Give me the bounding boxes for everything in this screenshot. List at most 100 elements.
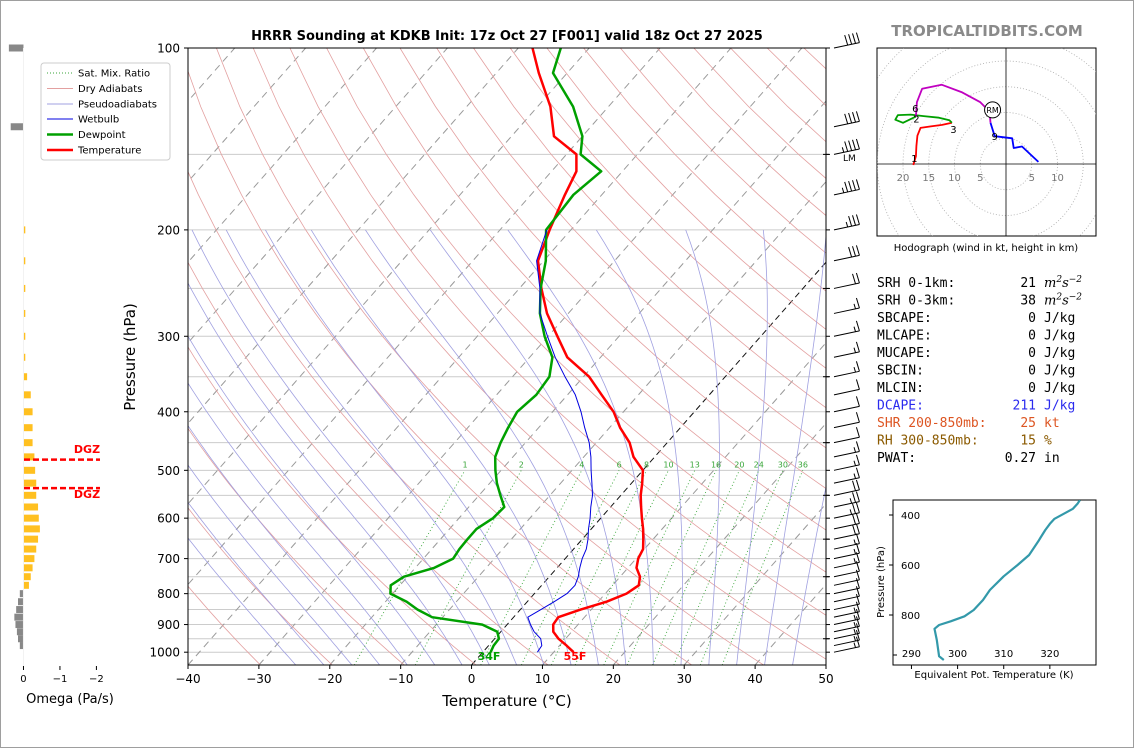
- theta-e-y-tick-label: 800: [901, 611, 920, 622]
- theta-e-panel: 290 300 310 320 400 600 800 Equivalent Pot. Te…: [876, 499, 1097, 681]
- index-unit: J/kg: [1044, 381, 1075, 396]
- isotherm-line: [329, 100, 826, 665]
- wind-barb-flag: [855, 214, 860, 225]
- dry-adiabat-line: [436, 48, 826, 449]
- wind-barb-half-flag: [853, 642, 856, 648]
- dry-adiabat-line: [326, 48, 826, 573]
- dry-adiabat-line: [399, 48, 826, 489]
- dry-adiabat-line: [473, 48, 826, 409]
- index-label: SHR 200-850mb:: [877, 416, 987, 431]
- wind-barb-half-flag: [853, 614, 856, 621]
- wind-barb-flag: [855, 111, 860, 122]
- wind-barb: [833, 111, 860, 128]
- wind-barb-flag: [852, 246, 856, 257]
- wind-barb-staff: [833, 330, 860, 337]
- hodograph-height-label: 9: [991, 132, 997, 143]
- wind-barb-staff: [833, 570, 860, 578]
- isotherm-line: [612, 422, 826, 665]
- mixing-ratio-label: 6: [617, 460, 622, 469]
- wind-barb-flag: [852, 524, 856, 535]
- wind-barbs: LM: [833, 32, 860, 653]
- isotherm-line: [188, 48, 448, 344]
- omega-bar: [23, 535, 39, 543]
- wind-barb: [833, 594, 860, 611]
- index-label: SRH 0-3km:: [877, 294, 955, 309]
- index-label: SRH 0-1km:: [877, 276, 955, 291]
- wind-barb-staff: [833, 512, 860, 519]
- x-tick-label: 20: [606, 672, 621, 686]
- index-value: 21: [1020, 276, 1036, 291]
- x-tick-label: 30: [677, 672, 692, 686]
- dry-adiabat-line: [188, 261, 549, 665]
- wind-barb-flag: [844, 113, 849, 124]
- omega-bar: [23, 453, 35, 461]
- mixing-ratio-line: [520, 470, 620, 665]
- wind-barb: [833, 561, 860, 578]
- wind-barb-flag: [855, 502, 860, 513]
- omega-bar: [23, 309, 26, 317]
- index-row: SHR 200-850mb: 25 kt: [877, 416, 1060, 431]
- theta-e-x-tick-label: 310: [994, 649, 1013, 660]
- dry-adiabat-line: [188, 170, 621, 665]
- omega-bar: [23, 439, 33, 447]
- wind-barb-flag: [855, 513, 860, 524]
- omega-bar: [19, 590, 24, 598]
- pseudoadiabat-line: [188, 425, 380, 665]
- wind-barb: [833, 361, 860, 378]
- wind-barb-flag: [855, 341, 860, 353]
- wind-barb-half-flag: [853, 622, 856, 628]
- wind-barb: [833, 479, 860, 496]
- index-unit: J/kg: [1044, 399, 1075, 414]
- y-tick-label: 100: [157, 42, 180, 56]
- wind-barb: [833, 616, 860, 633]
- legend-label-mix-ratio: Sat. Mix. Ratio: [78, 69, 150, 80]
- x-tick-label: −20: [317, 672, 342, 686]
- index-unit: J/kg: [1044, 346, 1075, 361]
- hodograph-segment: [894, 113, 953, 124]
- wind-barb-flag: [855, 454, 860, 466]
- wind-barb-staff: [833, 561, 860, 569]
- index-unit: J/kg: [1044, 329, 1075, 344]
- wind-barb-staff: [833, 388, 860, 396]
- wind-barb-half-flag: [853, 558, 856, 564]
- mixing-ratio-label: 8: [644, 460, 649, 469]
- wind-barb-flag: [852, 503, 856, 514]
- wind-barb-flag: [848, 34, 853, 45]
- y-tick-label: 500: [157, 464, 180, 478]
- omega-bar: [23, 466, 36, 474]
- index-row: RH 300-850mb: 15%: [877, 434, 1052, 449]
- isotherm-line: [188, 48, 732, 665]
- wind-barb-staff: [833, 579, 860, 586]
- index-value: 0.27: [1005, 451, 1036, 466]
- wind-barb-flag: [855, 32, 860, 43]
- wind-barb-flag: [852, 112, 856, 123]
- mixing-ratio-label: 30: [778, 460, 788, 469]
- pseudoadiabat-line: [188, 282, 463, 665]
- wind-barb-flag: [855, 569, 860, 581]
- index-label: MLCIN:: [877, 381, 924, 396]
- wind-barb-flag: [855, 630, 860, 641]
- wind-barb-staff: [833, 450, 860, 458]
- omega-bar: [23, 353, 26, 361]
- dgz-bottom-label: DGZ: [74, 488, 100, 501]
- index-label: MUCAPE:: [877, 346, 932, 361]
- wind-barb: [833, 491, 860, 508]
- x-tick-label: −30: [246, 672, 271, 686]
- index-value: 0: [1028, 381, 1036, 396]
- theta-e-profile: [933, 500, 1081, 661]
- index-value: 0: [1028, 346, 1036, 361]
- y-tick-label: 700: [157, 552, 180, 566]
- mixing-ratio-line: [603, 470, 696, 665]
- hodograph-height-label: 2: [913, 115, 919, 126]
- chart-title: HRRR Sounding at KDKB Init: 17z Oct 27 […: [251, 29, 763, 44]
- legend-label-wetbulb: Wetbulb: [78, 115, 119, 126]
- profile-dewpoint: [389, 48, 603, 653]
- wind-barb-flag: [844, 34, 849, 46]
- omega-bar: [23, 424, 33, 432]
- wind-barb-staff: [833, 618, 860, 626]
- legend-label-temperature: Temperature: [77, 146, 141, 157]
- omega-bar: [23, 491, 37, 499]
- skewt-grid: [188, 48, 826, 665]
- omega-tick-label: −2: [89, 674, 104, 685]
- omega-bar: [23, 555, 35, 563]
